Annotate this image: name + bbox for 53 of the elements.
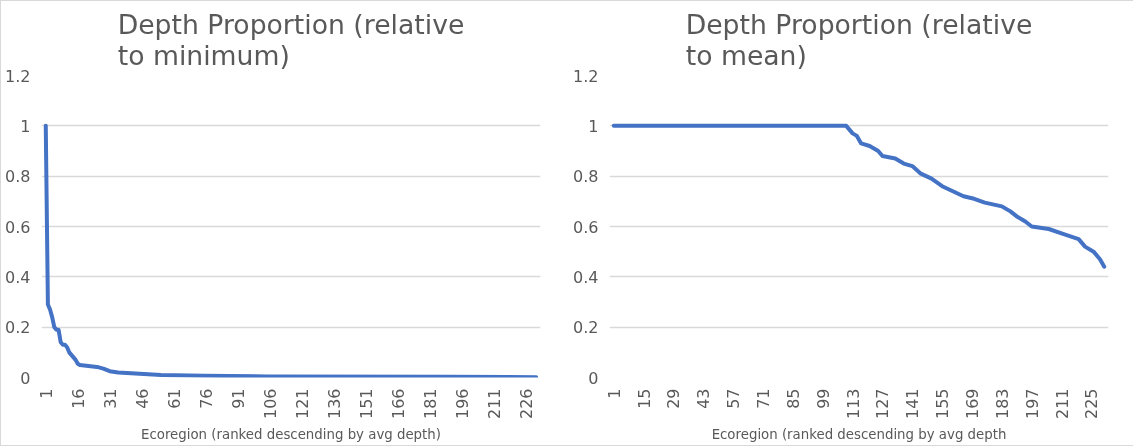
x-tick-label: 43 xyxy=(694,388,714,409)
y-tick-label: 1 xyxy=(20,116,31,136)
x-tick-label: 225 xyxy=(1082,388,1102,420)
x-tick-label: 181 xyxy=(420,388,440,420)
x-tick-label: 183 xyxy=(992,388,1012,420)
y-tick-label: 0 xyxy=(588,368,599,388)
y-tick-label: 0.8 xyxy=(5,167,31,187)
line-series xyxy=(611,123,1107,269)
y-tick-label: 0.4 xyxy=(5,267,31,287)
y-tick-label: 0.6 xyxy=(5,217,31,237)
x-tick-label: 211 xyxy=(484,388,504,420)
x-tick-label: 57 xyxy=(724,388,744,409)
y-tick-label: 1 xyxy=(588,116,599,136)
y-tick-label: 1.2 xyxy=(5,66,31,86)
x-tick-label: 1 xyxy=(604,388,624,399)
y-tick-label: 1.2 xyxy=(573,66,599,86)
x-axis-title: Ecoregion (ranked descending by avg depth) xyxy=(141,427,441,443)
chart-title: Depth Proportion (relative to mean) xyxy=(685,8,1033,71)
x-tick-label: 155 xyxy=(933,388,953,420)
x-tick-label: 71 xyxy=(754,388,774,409)
x-tick-label: 113 xyxy=(843,388,863,420)
x-tick-label: 29 xyxy=(664,388,684,409)
x-tick-label: 46 xyxy=(132,388,152,409)
x-tick-label: 211 xyxy=(1052,388,1072,420)
x-tick-label: 61 xyxy=(164,388,184,409)
y-tick-label: 0.4 xyxy=(573,267,599,287)
x-tick-label: 15 xyxy=(634,388,654,409)
x-tick-label: 121 xyxy=(292,388,312,420)
x-tick-label: 196 xyxy=(452,388,472,420)
x-tick-label: 127 xyxy=(873,388,893,420)
x-tick-label: 99 xyxy=(813,388,833,409)
x-tick-label: 91 xyxy=(228,388,248,409)
y-tick-label: 0.8 xyxy=(573,167,599,187)
y-tick-label: 0 xyxy=(20,368,31,388)
x-tick-label: 76 xyxy=(196,388,216,409)
x-tick-label: 169 xyxy=(963,388,983,420)
x-tick-label: 16 xyxy=(68,388,88,409)
x-tick-label: 31 xyxy=(100,388,120,409)
x-tick-label: 166 xyxy=(388,388,408,420)
line-series xyxy=(43,123,539,378)
y-tick-label: 0.2 xyxy=(573,318,599,338)
x-tick-label: 106 xyxy=(260,388,280,420)
x-tick-label: 85 xyxy=(783,388,803,409)
x-axis-title: Ecoregion (ranked descending by avg depth xyxy=(711,427,1007,443)
x-tick-label: 136 xyxy=(324,388,344,420)
y-tick-label: 0.2 xyxy=(5,318,31,338)
x-tick-label: 141 xyxy=(903,388,923,420)
x-tick-label: 226 xyxy=(516,388,536,420)
x-tick-label: 197 xyxy=(1022,388,1042,420)
x-tick-label: 1 xyxy=(36,388,56,399)
y-tick-label: 0.6 xyxy=(573,217,599,237)
chart-title: Depth Proportion (relative to minimum) xyxy=(117,8,465,71)
x-tick-label: 151 xyxy=(356,388,376,420)
